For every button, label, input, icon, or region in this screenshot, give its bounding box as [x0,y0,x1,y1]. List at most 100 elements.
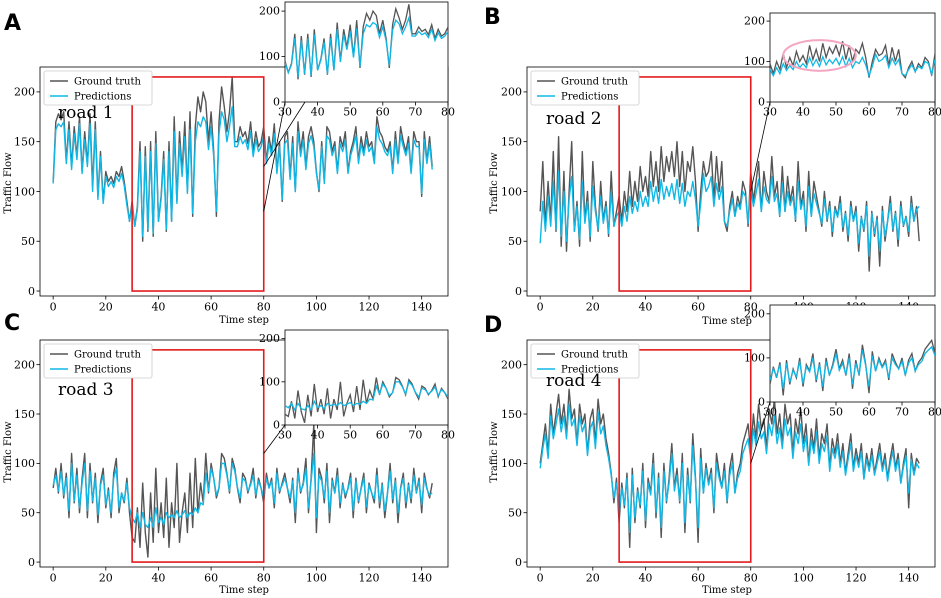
inset-axis-xtick-label: 70 [408,429,422,442]
inset-axis-xtick-label: 70 [895,106,909,119]
panel-letter: D [484,313,502,338]
inset-axis-ytick-label: 100 [259,375,280,388]
main-axis-ytick-label: 100 [501,457,522,470]
inset-axis-xtick-label: 30 [763,106,777,119]
main-axis-xtick-label: 80 [744,301,758,314]
legend-label-predictions: Predictions [561,92,618,103]
main-axis-xtick-label: 60 [204,572,218,585]
main-axis-ytick-label: 200 [14,359,35,372]
inset-axis-xtick-label: 50 [343,106,357,119]
inset-axis-xtick-label: 30 [763,406,777,419]
inset-axis-xtick-label: 70 [408,106,422,119]
main-axis-ytick-label: 150 [501,408,522,421]
legend-label-ground-truth: Ground truth [561,350,629,361]
inset-predictions-line [770,52,935,78]
main-axis-xtick-label: 60 [204,301,218,314]
main-axis-xtick-label: 40 [151,301,165,314]
inset-predictions-line [770,345,935,389]
x-axis-title: Time step [702,316,752,327]
inset-axis-xtick-label: 40 [796,106,810,119]
inset: 30 40 50 60 70 80 0 100 200 [744,12,941,119]
y-axis-title: Traffic Flow [489,152,500,214]
inset-axis-xtick-label: 40 [311,106,325,119]
main-axis-xtick-label: 20 [586,301,600,314]
inset-axis-xtick-label: 80 [928,406,941,419]
main-axis-xtick-label: 120 [359,301,380,314]
main-axis-ytick-label: 50 [21,235,35,248]
inset-axis-ytick-label: 200 [259,5,280,18]
inset-axis-frame [284,329,449,426]
connector-line [750,101,771,192]
main-axis-xtick-label: 20 [99,301,113,314]
main-axis-ytick-label: 0 [28,285,35,298]
main-axis-xtick-label: 100 [793,572,814,585]
legend-label-ground-truth: Ground truth [74,350,142,361]
main-axis-xtick-label: 60 [691,301,705,314]
inset-axis-ytick-label: 100 [259,50,280,63]
main-axis-xtick-label: 80 [744,572,758,585]
inset-axis-ytick-label: 0 [758,96,765,109]
main-axis-ytick-label: 150 [14,408,35,421]
x-axis-title: Time step [219,585,269,596]
main-axis-ytick-label: 200 [501,86,522,99]
main-axis-ytick-label: 50 [21,507,35,520]
main-axis-ytick-label: 100 [14,185,35,198]
predictions-line [52,452,433,529]
inset: 30 40 50 60 70 80 0 100 200 [259,1,455,119]
y-axis-title: Traffic Flow [489,421,500,483]
inset-axis-xtick-label: 50 [829,406,843,419]
legend-box [43,343,153,379]
legend-label-predictions: Predictions [74,92,131,103]
main-axis-xtick-label: 0 [50,572,57,585]
main-axis-ytick-label: 0 [28,556,35,569]
main-axis-xtick-label: 0 [537,301,544,314]
main-axis-xtick-label: 140 [411,572,432,585]
highlight-box [618,76,752,292]
inset-axis-xtick-label: 50 [343,429,357,442]
legend: Ground truth Predictions [43,343,153,379]
main-axis-ytick-label: 200 [501,359,522,372]
highlight-box [131,349,265,563]
main-axis-xtick-label: 100 [306,301,327,314]
inset-axis-xtick-label: 80 [928,106,941,119]
road-label: road 1 [58,103,114,123]
inset-axis-ytick-label: 0 [758,396,765,409]
inset-axis-xtick-label: 60 [376,106,390,119]
main-axis-xtick-label: 140 [898,572,919,585]
ground-truth-line [52,76,433,242]
inset-axis-xtick-label: 80 [441,429,455,442]
main-axis-xtick-label: 40 [151,572,165,585]
panel-letter: B [484,5,501,30]
main-axis-ytick-label: 150 [14,136,35,149]
panel-A: A 0 20 40 60 80 100 120 140 0 50 100 150 200 Time step… [3,1,455,326]
main-axis-ytick-label: 100 [501,185,522,198]
main-axis-ytick-label: 150 [501,136,522,149]
legend: Ground truth Predictions [43,70,153,106]
main-axis-ytick-label: 0 [515,285,522,298]
ground-truth-line [539,388,920,548]
x-axis-title: Time step [702,585,752,596]
main-axis-xtick-label: 60 [691,572,705,585]
main-axis-xtick-label: 40 [638,301,652,314]
main-axis-ytick-label: 50 [508,235,522,248]
inset-axis-xtick-label: 40 [796,406,810,419]
main-axis-xtick-label: 20 [586,572,600,585]
main-axis-xtick-label: 80 [257,301,271,314]
legend: Ground truth Predictions [530,70,640,106]
main-axis-ytick-label: 0 [515,556,522,569]
inset-axis-ytick-label: 200 [744,307,765,320]
main-axis-xtick-label: 140 [411,301,432,314]
main-axis-xtick-label: 0 [50,301,57,314]
highlight-box [618,349,752,563]
ground-truth-line [52,423,433,558]
road-label: road 2 [546,109,602,129]
inset-axis-xtick-label: 70 [895,406,909,419]
inset-axis-ytick-label: 0 [273,419,280,432]
panel-letter: C [4,311,20,336]
y-axis-title: Traffic Flow [3,421,14,483]
highlight-box [131,76,265,292]
road-label: road 3 [58,380,114,400]
predictions-line [52,106,433,237]
